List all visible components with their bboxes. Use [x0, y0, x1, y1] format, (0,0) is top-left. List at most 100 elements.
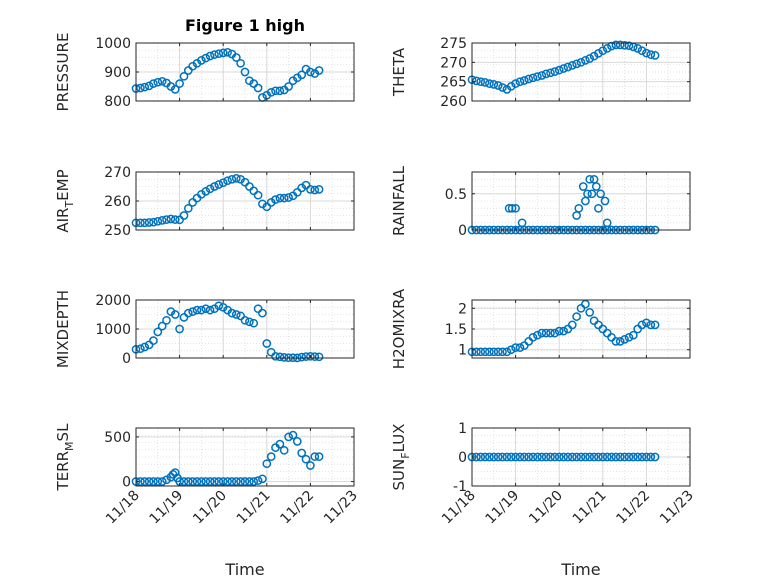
data-point — [297, 70, 307, 80]
y-tick-label: 270 — [104, 165, 131, 181]
data-point — [249, 79, 259, 88]
data-point — [642, 48, 651, 58]
data-point — [589, 452, 599, 462]
data-point — [149, 336, 158, 345]
axes-theta: 260 265 270 275 THETA — [390, 36, 691, 110]
data-point — [310, 185, 320, 195]
data-point — [598, 46, 608, 56]
data-point — [227, 174, 237, 184]
data-point — [271, 86, 280, 96]
data-point — [306, 185, 315, 194]
data-point — [301, 454, 311, 464]
data-point — [140, 82, 150, 92]
data-point — [240, 315, 250, 325]
data-point — [236, 477, 245, 486]
data-point — [583, 189, 592, 199]
data-point — [574, 203, 584, 213]
x-axis-label: Time — [560, 560, 600, 579]
data-point — [502, 347, 512, 357]
data-point — [528, 73, 538, 83]
data-point — [214, 301, 224, 311]
data-point — [288, 430, 298, 440]
data-point — [624, 332, 634, 342]
data-point — [249, 318, 259, 328]
data-point — [650, 51, 660, 60]
data-point — [615, 337, 625, 346]
data-point — [279, 193, 289, 203]
y-tick-label: 0 — [458, 450, 467, 466]
data-point — [253, 304, 263, 314]
axes-box — [471, 171, 691, 231]
axes-rainfall: 0 0.5 RAINFALL — [390, 165, 691, 239]
data-point — [231, 310, 241, 319]
data-point — [650, 452, 660, 462]
data-point — [218, 178, 228, 188]
y-tick-label: 0 — [122, 351, 131, 367]
y-tick-label: 250 — [104, 223, 131, 239]
data-point — [607, 452, 616, 462]
data-point — [589, 51, 599, 61]
y-tick-label: -1 — [453, 479, 467, 495]
data-point — [314, 352, 324, 362]
data-point — [567, 320, 577, 330]
data-point — [227, 308, 237, 318]
data-point — [537, 452, 547, 462]
data-point — [306, 351, 315, 361]
data-point — [275, 439, 285, 449]
data-point — [214, 49, 224, 59]
data-point — [205, 477, 215, 486]
data-point — [245, 182, 254, 191]
y-tick-label: 1000 — [95, 322, 131, 338]
data-point — [650, 320, 660, 330]
data-point — [188, 198, 198, 207]
axes-mixdepth: 0 1000 2000 MIXDEPTH — [54, 290, 355, 368]
data-point — [519, 452, 529, 462]
x-axis-label: Time — [224, 560, 264, 579]
axes-box — [471, 42, 691, 102]
data-point — [602, 218, 612, 228]
data-point — [306, 461, 315, 470]
data-point — [170, 215, 180, 224]
data-point — [301, 352, 311, 361]
x-tick-label: 11/21 — [234, 488, 274, 528]
data-point — [214, 477, 224, 486]
data-point — [245, 477, 254, 486]
data-point — [284, 432, 293, 442]
data-point — [615, 40, 625, 50]
y-tick-label: 270 — [440, 55, 467, 71]
data-point — [157, 216, 167, 225]
data-point — [223, 477, 232, 486]
data-point — [472, 347, 481, 357]
data-point — [546, 328, 555, 338]
data-point — [578, 182, 588, 191]
data-point — [271, 195, 280, 204]
data-point — [511, 343, 520, 352]
data-point — [153, 216, 163, 226]
data-point — [258, 308, 267, 318]
data-point — [162, 215, 171, 224]
data-point — [170, 468, 180, 477]
data-point — [157, 76, 167, 86]
data-point — [192, 305, 202, 315]
data-point — [581, 452, 590, 462]
data-point — [493, 347, 503, 357]
data-point — [253, 476, 263, 485]
data-point — [240, 477, 250, 486]
data-point — [546, 452, 555, 462]
data-point — [175, 215, 184, 225]
data-point — [310, 352, 320, 361]
y-tick-label: 265 — [440, 75, 467, 91]
data-point — [266, 452, 276, 461]
data-point — [524, 74, 534, 84]
data-point — [275, 86, 285, 96]
axes-airtemp: 250 260 270 AIRTEMP — [54, 165, 355, 239]
y-tick-label: 1 — [458, 343, 467, 359]
data-point — [596, 189, 605, 199]
data-point — [205, 305, 215, 315]
y-axis-label: MIXDEPTH — [54, 290, 72, 368]
data-point — [153, 477, 163, 486]
data-point — [537, 328, 547, 338]
data-point — [275, 352, 285, 362]
data-point — [170, 310, 180, 319]
data-point — [183, 477, 193, 486]
